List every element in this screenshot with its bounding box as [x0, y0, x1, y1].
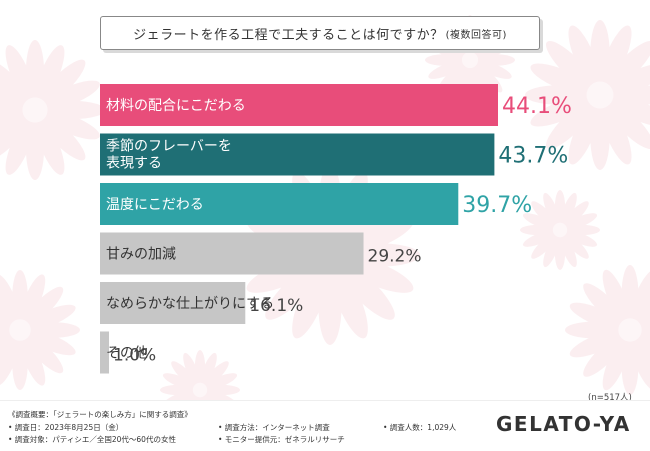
value-label: 44.1%	[502, 94, 572, 119]
value-label: 29.2%	[368, 247, 422, 267]
survey-provider: • モニター提供元：ゼネラルリサーチ	[218, 434, 345, 445]
value-label: 39.7%	[462, 193, 532, 218]
brand-logo: GELATO-YA	[496, 412, 631, 436]
bar-label: 材料の配合にこだわる	[106, 98, 246, 114]
survey-name: 《調査概要：「ジェラートの楽しみ方」に関する調査》	[8, 409, 192, 420]
value-label: 16.1%	[249, 296, 303, 316]
bar-label: 温度にこだわる	[106, 197, 204, 213]
survey-target: • 調査対象：パティシエ／全国20代〜60代の女性	[8, 434, 176, 445]
bar-label: 甘みの加減	[106, 246, 176, 263]
value-label: 1.0%	[113, 346, 156, 366]
survey-count: • 調査人数：1,029人	[383, 422, 456, 433]
survey-date: • 調査日：2023年8月25日（金）	[8, 422, 123, 433]
survey-method: • 調査方法：インターネット調査	[218, 422, 330, 433]
value-label: 43.7%	[498, 144, 568, 169]
